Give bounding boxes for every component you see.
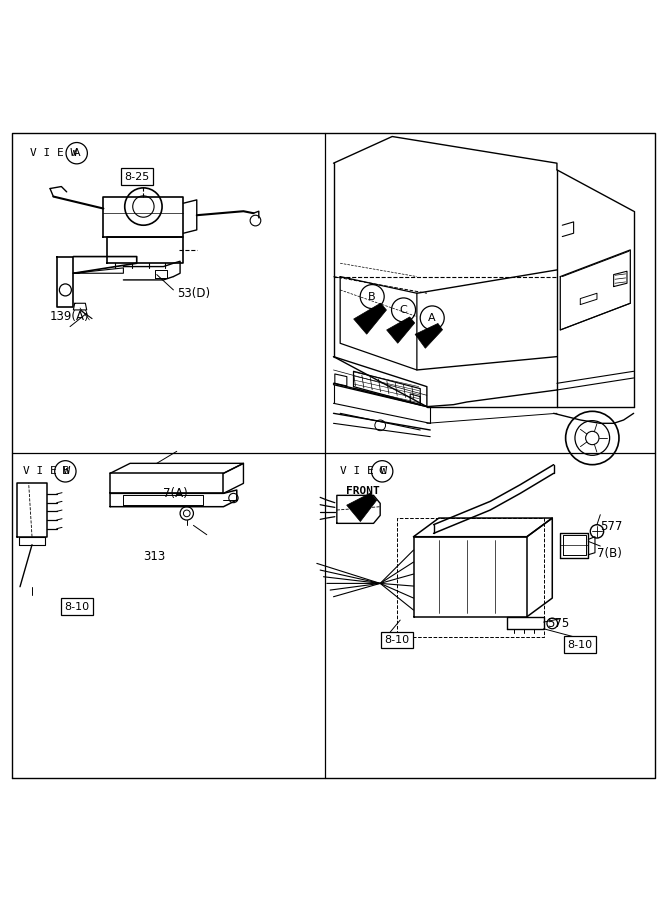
Text: 7(A): 7(A) <box>163 487 188 500</box>
Text: V I E W: V I E W <box>30 148 77 158</box>
Text: 313: 313 <box>143 550 165 563</box>
Text: A: A <box>73 148 81 158</box>
Text: 8-10: 8-10 <box>384 635 410 645</box>
Polygon shape <box>415 323 442 348</box>
Text: 8-10: 8-10 <box>568 640 593 650</box>
Text: 7(B): 7(B) <box>597 547 622 560</box>
Text: C: C <box>378 466 386 476</box>
Text: V I E W: V I E W <box>23 466 71 476</box>
Text: 8-10: 8-10 <box>64 602 89 612</box>
Text: A: A <box>428 313 436 323</box>
Text: B: B <box>368 292 376 302</box>
Text: 575: 575 <box>547 616 569 630</box>
Text: FRONT: FRONT <box>346 486 380 497</box>
Text: 139(A): 139(A) <box>50 310 89 323</box>
Text: 577: 577 <box>600 520 623 533</box>
Text: 53(D): 53(D) <box>177 287 210 300</box>
Text: 8-25: 8-25 <box>124 172 149 182</box>
Polygon shape <box>354 303 386 334</box>
Text: B: B <box>61 466 69 476</box>
Polygon shape <box>387 317 415 343</box>
Polygon shape <box>347 493 377 522</box>
Text: V I E W: V I E W <box>340 466 388 476</box>
Text: C: C <box>400 305 408 315</box>
